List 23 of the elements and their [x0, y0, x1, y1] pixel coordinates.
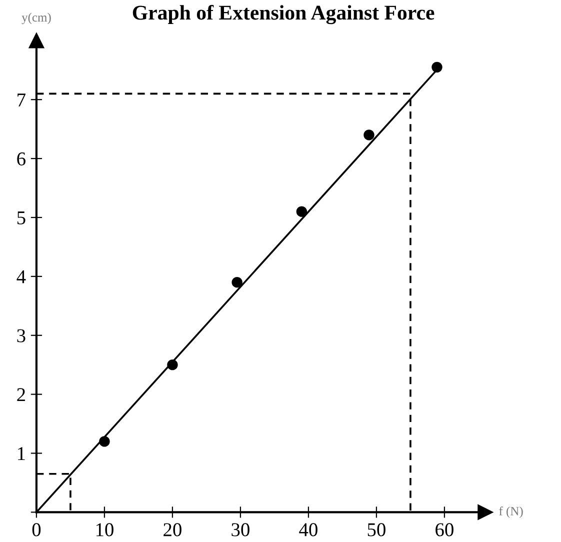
y-tick-label: 1 [18, 447, 25, 460]
x-tick-label: 40 [299, 523, 318, 536]
y-tick-label: 6 [17, 152, 26, 166]
y-tick-label: 7 [18, 94, 26, 106]
y-tick-label: 3 [17, 329, 26, 342]
point [167, 359, 178, 370]
y-tick-label: 2 [17, 388, 25, 402]
y-tick-label: 5 [17, 211, 26, 224]
y-axis-title: y(cm) [22, 12, 51, 24]
chart-title: Graph of Extension Against Force [132, 4, 434, 24]
point [99, 436, 110, 447]
point [296, 206, 308, 217]
x-axis-title: f (N) [499, 506, 523, 518]
x-tick-label: 30 [232, 523, 250, 536]
x-tick-label: 60 [436, 523, 454, 536]
x-tick-label: 10 [96, 523, 114, 536]
x-tick-label: 50 [368, 523, 386, 536]
x-tick-label: 0 [32, 523, 41, 536]
point [364, 130, 374, 140]
x-tick-label: 20 [164, 523, 182, 536]
point [232, 276, 242, 288]
y-tick-label: 4 [16, 270, 26, 284]
point [432, 62, 442, 73]
